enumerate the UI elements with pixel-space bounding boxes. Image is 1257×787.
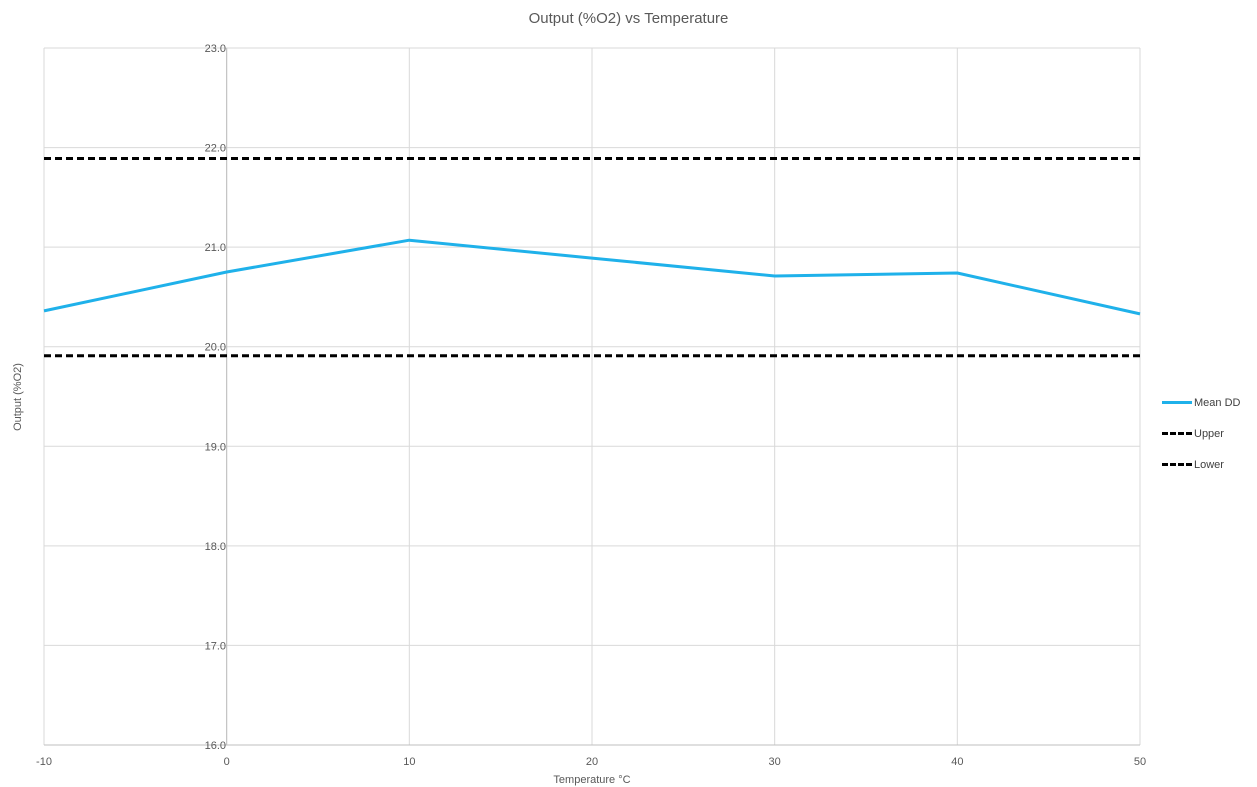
- x-axis-label: Temperature °C: [553, 774, 631, 786]
- series-line-mean-dd: [43, 238, 1141, 316]
- y-tick-label: 19.0: [205, 441, 226, 453]
- legend-label: Lower: [1194, 458, 1224, 471]
- y-tick-label: 20.0: [205, 342, 226, 354]
- x-tick-label: 30: [769, 756, 781, 768]
- y-tick-label: 21.0: [205, 242, 226, 254]
- legend-swatch: [1162, 432, 1192, 435]
- legend-swatch: [1162, 463, 1192, 466]
- x-tick-label: -10: [36, 756, 52, 768]
- series-lines: [43, 157, 1141, 358]
- x-tick-label: 20: [586, 756, 598, 768]
- legend-label: Upper: [1194, 427, 1224, 440]
- legend-item-mean-dd: Mean DD: [1162, 387, 1240, 418]
- tick-labels: 16.0 17.0 18.0 19.0 20.0 21.0 22.0 23.0 -10 0 10 20…: [36, 43, 1146, 768]
- x-tick-label: 50: [1134, 756, 1146, 768]
- legend-item-upper: Upper: [1162, 418, 1240, 449]
- y-tick-label: 18.0: [205, 541, 226, 553]
- y-tick-label: 23.0: [205, 43, 226, 55]
- axes: [44, 48, 1140, 746]
- y-tick-label: 22.0: [205, 143, 226, 155]
- chart-title: Output (%O2) vs Temperature: [528, 10, 729, 27]
- legend-label: Mean DD: [1194, 396, 1241, 409]
- y-tick-label: 16.0: [205, 740, 226, 752]
- legend-swatch: [1162, 401, 1192, 404]
- legend-item-lower: Lower: [1162, 449, 1240, 480]
- x-tick-label: 40: [951, 756, 963, 768]
- legend: Mean DD Upper Lower: [1162, 387, 1240, 480]
- x-tick-label: 10: [403, 756, 415, 768]
- x-tick-label: 0: [224, 756, 230, 768]
- y-tick-label: 17.0: [205, 640, 226, 652]
